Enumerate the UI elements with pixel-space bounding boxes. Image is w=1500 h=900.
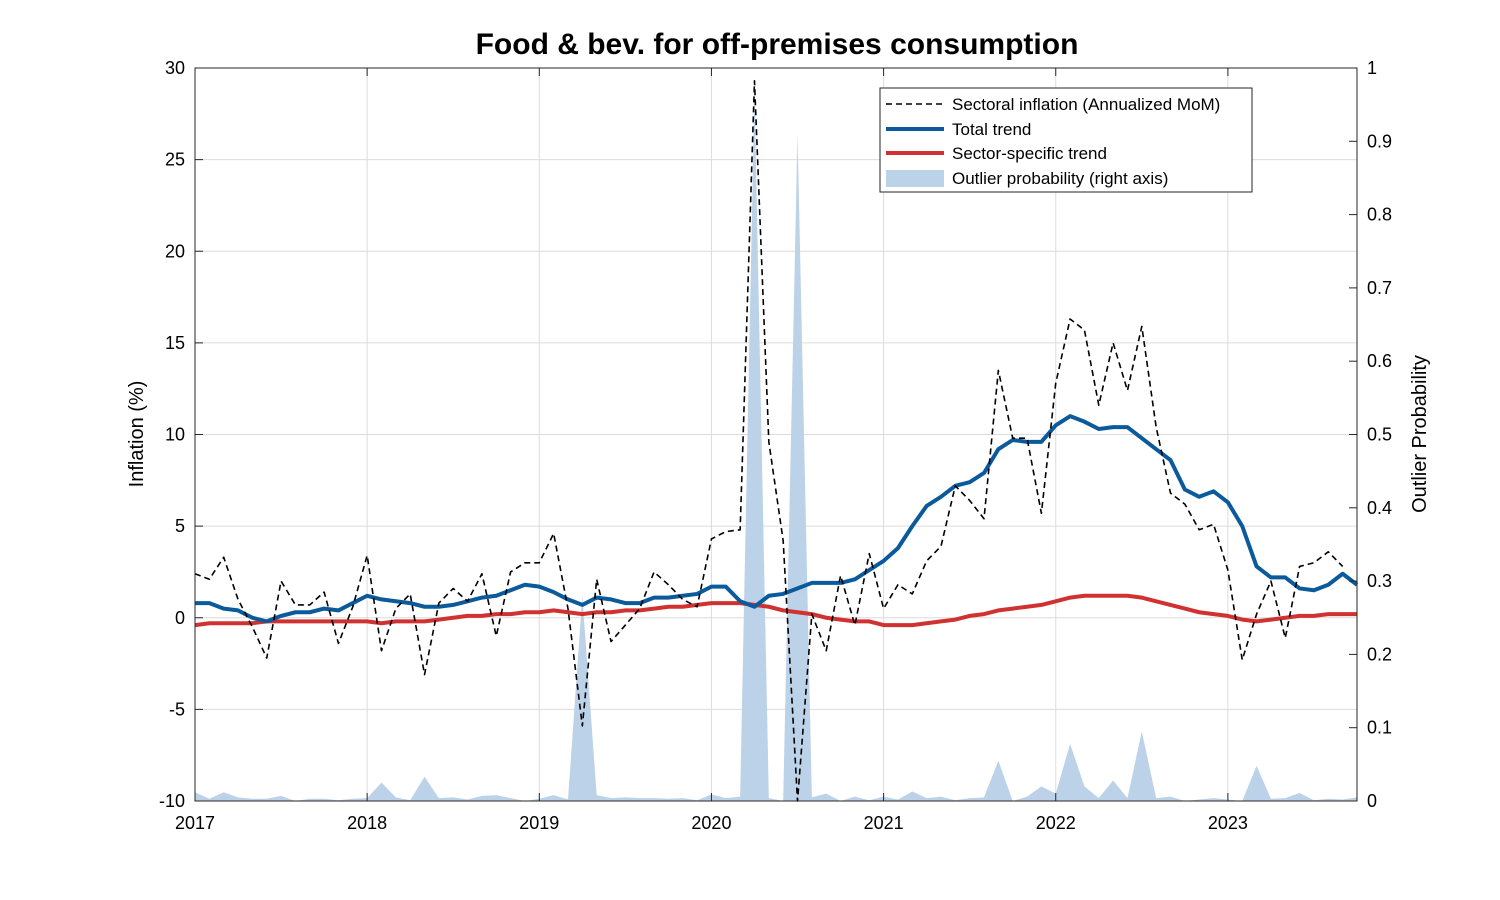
x-tick-label: 2023 <box>1208 813 1248 833</box>
series-sector-specific-trend-line <box>194 593 1357 628</box>
x-tick-label: 2019 <box>519 813 559 833</box>
series-sectoral-inflation-line <box>194 80 1344 802</box>
legend-label-sector-specific-trend: Sector-specific trend <box>952 144 1107 163</box>
right-y-tick-label: 0.1 <box>1367 718 1392 738</box>
series-outlier-probability-area <box>195 89 1357 802</box>
legend-label-outlier-probability: Outlier probability (right axis) <box>952 169 1168 188</box>
x-tick-label: 2021 <box>864 813 904 833</box>
series-lines <box>194 80 1359 802</box>
right-y-tick-label: 0.7 <box>1367 278 1392 298</box>
left-y-tick-label: 25 <box>165 150 185 170</box>
right-y-tick-label: 0.8 <box>1367 205 1392 225</box>
left-y-tick-label: 10 <box>165 425 185 445</box>
legend-label-total-trend: Total trend <box>952 120 1031 139</box>
left-y-tick-label: -5 <box>169 699 185 719</box>
right-y-axis-ticks: 0 0.1 0.2 0.3 0.4 0.5 0.6 0.7 0.8 0.9 1 <box>1349 58 1392 811</box>
series-total-trend-line <box>195 414 1359 624</box>
left-y-tick-label: -10 <box>159 791 185 811</box>
left-y-tick-label: 30 <box>165 58 185 78</box>
right-y-tick-label: 0.3 <box>1367 571 1392 591</box>
left-y-tick-label: 20 <box>165 241 185 261</box>
x-tick-label: 2018 <box>347 813 387 833</box>
right-y-tick-label: 1 <box>1367 58 1377 78</box>
legend-swatch-outlier-probability <box>886 170 944 187</box>
x-axis-ticks: 2017 2018 2019 2020 2021 2022 2023 <box>175 68 1248 833</box>
right-y-tick-label: 0.4 <box>1367 498 1392 518</box>
right-y-tick-label: 0.5 <box>1367 425 1392 445</box>
right-y-tick-label: 0.9 <box>1367 131 1392 151</box>
x-tick-label: 2017 <box>175 813 215 833</box>
legend: Sectoral inflation (Annualized MoM) Tota… <box>879 87 1253 193</box>
x-tick-label: 2020 <box>691 813 731 833</box>
right-y-tick-label: 0 <box>1367 791 1377 811</box>
right-y-tick-label: 0.2 <box>1367 644 1392 664</box>
left-y-axis-ticks: -10 -5 0 5 10 15 20 25 30 <box>159 58 203 811</box>
left-y-axis-label: Inflation (%) <box>126 381 148 488</box>
x-tick-label: 2022 <box>1036 813 1076 833</box>
left-y-tick-label: 5 <box>175 516 185 536</box>
left-y-tick-label: 0 <box>175 608 185 628</box>
right-y-axis-label: Outlier Probability <box>1409 355 1431 513</box>
outlier-probability-area <box>195 89 1357 802</box>
chart-title: Food & bev. for off-premises consumption <box>476 28 1079 61</box>
legend-label-sectoral-inflation: Sectoral inflation (Annualized MoM) <box>952 95 1220 114</box>
right-y-tick-label: 0.6 <box>1367 351 1392 371</box>
left-y-tick-label: 15 <box>165 333 185 353</box>
